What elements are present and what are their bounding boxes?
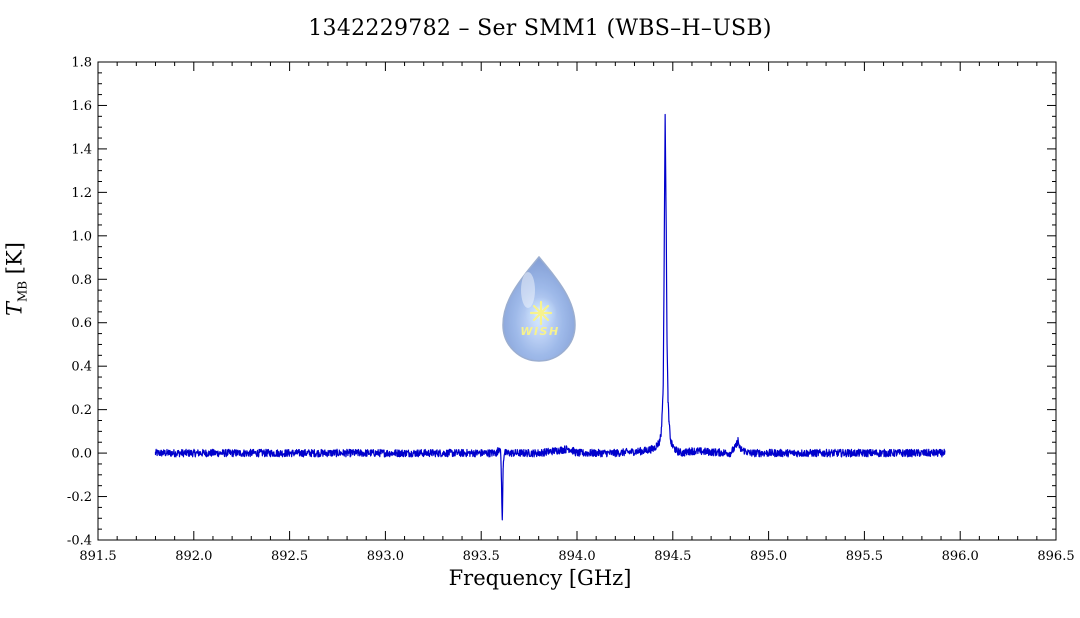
wish-logo: WISH <box>502 255 576 362</box>
y-tick-label: 1.4 <box>71 142 92 157</box>
x-axis-label: Frequency [GHz] <box>448 566 632 590</box>
y-tick-label: 1.0 <box>71 229 92 244</box>
x-tick-label: 892.5 <box>271 549 308 564</box>
axes: 891.5 892.0 892.5 893.0 893.5 894.0 894.5 895.0… <box>67 56 1075 565</box>
y-tick-label: 1.2 <box>71 186 92 201</box>
x-tick-label: 893.5 <box>463 549 500 564</box>
logo-highlight <box>521 272 535 308</box>
y-tick-label: 1.6 <box>71 99 92 114</box>
x-tick-label: 893.0 <box>367 549 404 564</box>
logo-text: WISH <box>520 325 559 338</box>
y-tick-label: 0.0 <box>71 447 92 462</box>
y-tick-label: 0.2 <box>71 403 92 418</box>
y-tick-label: 0.6 <box>71 316 92 331</box>
y-tick-label: -0.2 <box>67 490 92 505</box>
y-tick-label: 0.8 <box>71 273 92 288</box>
x-tick-label: 894.5 <box>654 549 691 564</box>
y-tick-label: 0.4 <box>71 360 92 375</box>
spectrum-line <box>154 113 946 521</box>
y-tick-label: 1.8 <box>71 56 92 71</box>
plot-frame <box>97 61 1057 541</box>
x-tick-label: 895.0 <box>750 549 787 564</box>
chart-title: 1342229782 – Ser SMM1 (WBS–H–USB) <box>308 16 772 41</box>
x-tick-label: 895.5 <box>846 549 883 564</box>
y-tick-label: -0.4 <box>67 534 92 549</box>
x-tick-label: 891.5 <box>79 549 116 564</box>
x-tick-label: 894.0 <box>558 549 595 564</box>
x-tick-label: 896.0 <box>942 549 979 564</box>
x-tick-label: 892.0 <box>175 549 212 564</box>
logo-star-icon <box>529 300 553 326</box>
x-tick-label: 896.5 <box>1037 549 1074 564</box>
